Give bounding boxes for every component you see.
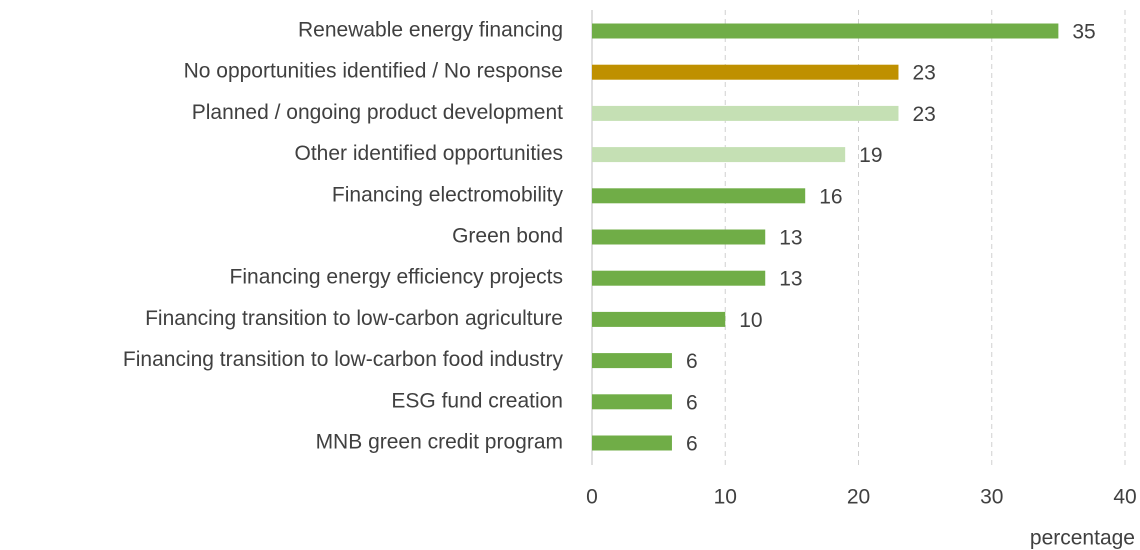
y-tick-label: Other identified opportunities	[295, 142, 564, 165]
y-tick-label: Planned / ongoing product development	[192, 101, 563, 124]
bar	[592, 353, 672, 369]
data-label: 6	[686, 350, 698, 373]
data-label: 6	[686, 391, 698, 414]
data-label: 10	[739, 309, 762, 332]
data-label: 13	[779, 227, 802, 250]
bar	[592, 147, 846, 163]
x-tick-label: 0	[586, 486, 598, 509]
x-tick-label: 30	[980, 486, 1003, 509]
data-label: 16	[819, 185, 842, 208]
data-label: 23	[912, 62, 935, 85]
y-tick-label: MNB green credit program	[316, 431, 563, 454]
data-label: 23	[912, 103, 935, 126]
bar	[592, 188, 806, 204]
y-tick-label: Financing energy efficiency projects	[230, 266, 563, 289]
y-tick-label: No opportunities identified / No respons…	[184, 60, 563, 83]
y-tick-label: Financing electromobility	[332, 183, 564, 206]
bar	[592, 270, 766, 286]
y-tick-label: Renewable energy financing	[298, 19, 563, 42]
y-tick-label: Financing transition to low-carbon food …	[123, 348, 564, 371]
bar	[592, 435, 672, 451]
y-tick-label: Green bond	[452, 225, 563, 248]
x-tick-label: 10	[714, 486, 737, 509]
data-label: 19	[859, 144, 882, 167]
y-tick-label: Financing transition to low-carbon agric…	[145, 307, 563, 330]
bar	[592, 229, 766, 245]
bar	[592, 64, 899, 80]
bar	[592, 23, 1059, 39]
x-tick-label: 20	[847, 486, 870, 509]
data-label: 13	[779, 268, 802, 291]
data-label: 35	[1072, 21, 1095, 44]
bar	[592, 105, 899, 121]
data-label: 6	[686, 433, 698, 456]
x-axis-label: percentage	[1030, 527, 1135, 550]
x-tick-label: 40	[1113, 486, 1136, 509]
bar	[592, 311, 726, 327]
y-tick-label: ESG fund creation	[391, 389, 563, 412]
bar	[592, 394, 672, 410]
